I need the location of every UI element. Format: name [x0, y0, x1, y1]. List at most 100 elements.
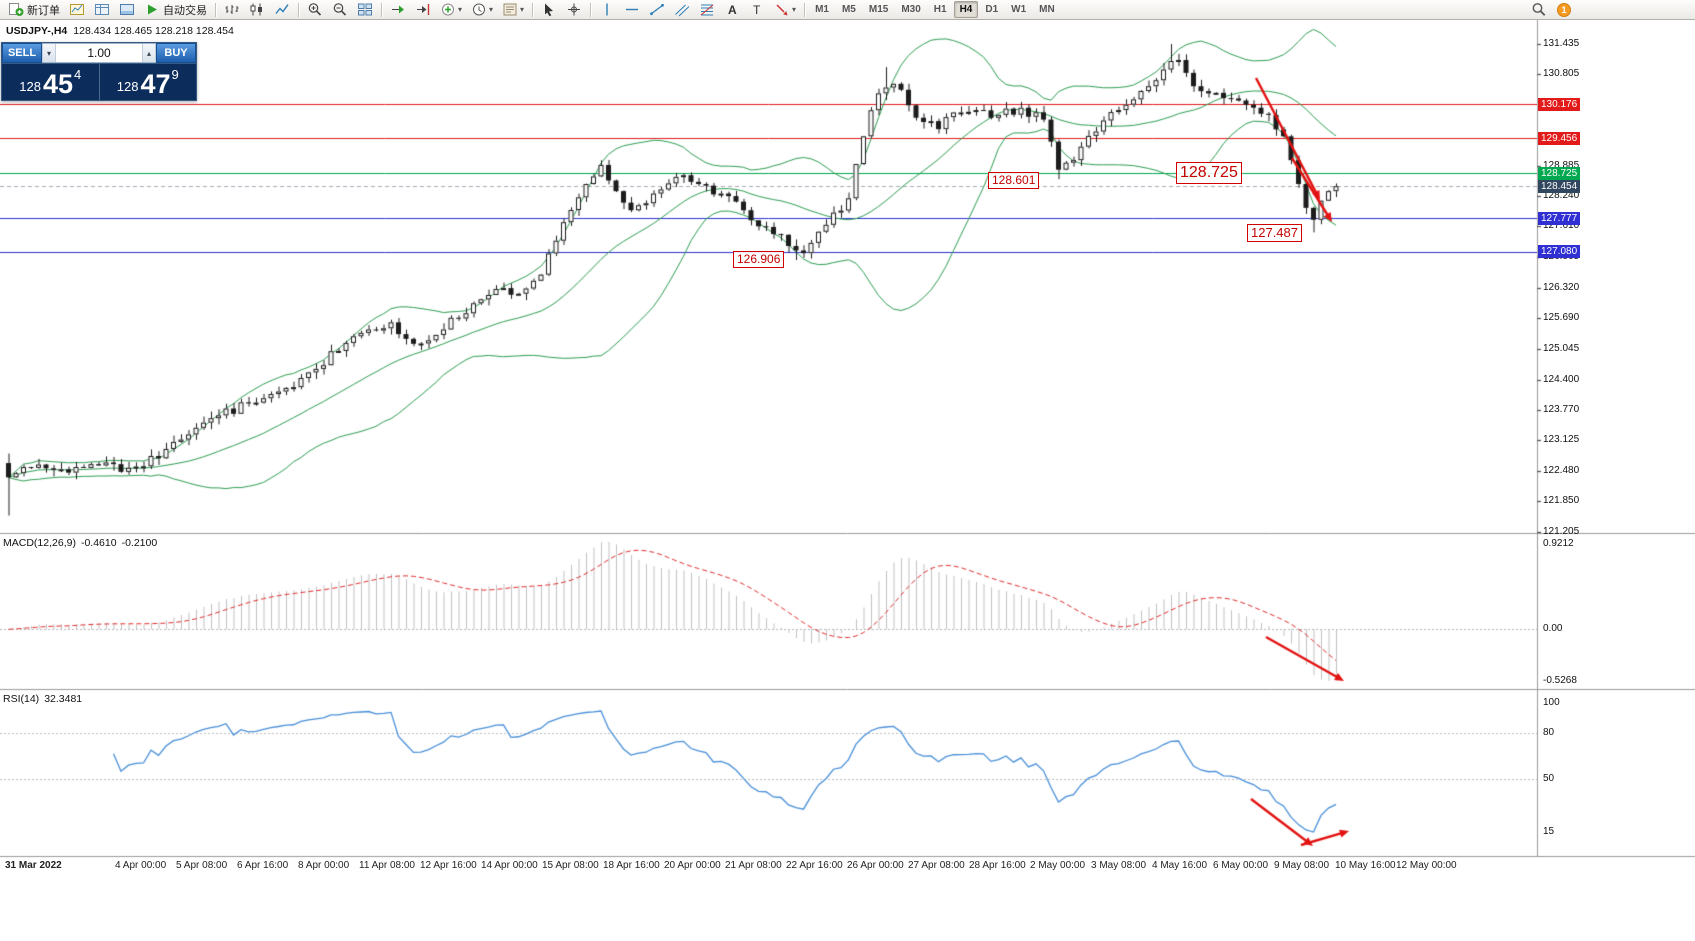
time-axis-label: 10 May 16:00: [1335, 860, 1396, 871]
timeframe-m5-button[interactable]: M5: [841, 4, 856, 15]
macd-main-value: -0.4610: [80, 537, 117, 549]
hline-icon: [624, 2, 640, 17]
rsi-panel-title: RSI(14) 32.3481: [3, 693, 87, 705]
price-tag: 127.080: [1538, 245, 1581, 259]
line-chart-button[interactable]: [270, 1, 294, 19]
price-annotation-label[interactable]: 126.906: [733, 251, 785, 268]
buy-price-prefix: 128: [116, 79, 139, 94]
horizontal-line-button[interactable]: [620, 1, 644, 19]
main-toolbar: 新订单 自动交易 ▾ ▾ ▾ A T ▾ M1 M5 M15 M30 H1 H4 D1 W1 MN 1: [0, 0, 1695, 20]
channel-button[interactable]: [670, 1, 694, 19]
timeframe-w1-button[interactable]: W1: [1011, 4, 1027, 15]
price-axis-label: 121.205: [1543, 526, 1580, 537]
vertical-line-button[interactable]: [595, 1, 619, 19]
volume-increase-button[interactable]: ▴: [142, 44, 156, 62]
terminal-button[interactable]: [115, 1, 139, 19]
rsi-value: 32.3481: [44, 693, 83, 705]
ohlc-values: 128.434 128.465 128.218 128.454: [73, 25, 234, 37]
profiles-button[interactable]: [90, 1, 114, 19]
macd-signal-value: -0.2100: [121, 537, 158, 549]
indicators-icon: [440, 2, 456, 17]
charts-button[interactable]: [65, 1, 89, 19]
volume-decrease-button[interactable]: ▾: [42, 44, 56, 62]
toolbar-separator: [532, 2, 534, 17]
sell-price[interactable]: 128 45 4: [2, 64, 100, 100]
price-tag: 129.456: [1538, 131, 1581, 145]
buy-price[interactable]: 128 47 9: [100, 64, 197, 100]
zoom-in-button[interactable]: [303, 1, 327, 19]
time-axis-label: 9 May 08:00: [1274, 860, 1330, 871]
vline-icon: [599, 2, 615, 17]
buy-price-big: 47: [140, 69, 171, 100]
price-tag: 130.176: [1538, 97, 1581, 111]
profiles-icon: [94, 2, 110, 17]
charts-icon: [69, 2, 85, 17]
trendline-icon: [649, 2, 665, 17]
toolbar-right: 1: [1527, 1, 1691, 19]
macd-axis-label: -0.5268: [1543, 675, 1577, 686]
price-annotation-label[interactable]: 128.725: [1176, 162, 1242, 184]
price-axis-label: 131.435: [1543, 38, 1580, 49]
chart-shift-button[interactable]: [411, 1, 435, 19]
timeframe-h1-button[interactable]: H1: [933, 4, 947, 15]
fibonacci-button[interactable]: [695, 1, 719, 19]
text-button[interactable]: A: [720, 1, 744, 19]
autotrading-button-label: 自动交易: [163, 4, 207, 17]
trendline-button[interactable]: [645, 1, 669, 19]
cursor-icon: [541, 2, 557, 17]
price-axis-label: 130.805: [1543, 68, 1580, 80]
arrow-tools-button[interactable]: ▾: [770, 1, 800, 19]
sell-button[interactable]: SELL: [2, 43, 42, 63]
timeframe-m1-button[interactable]: M1: [815, 4, 829, 15]
macd-axis-label: 0.9212: [1543, 538, 1574, 549]
price-axis-label: 128.240: [1543, 190, 1580, 202]
notification-badge[interactable]: 1: [1557, 2, 1571, 17]
price-annotation-label[interactable]: 127.487: [1247, 224, 1302, 243]
time-axis-label: 2 May 00:00: [1030, 860, 1086, 871]
autotrading-button[interactable]: 自动交易: [140, 1, 211, 19]
candlestick-chart-button[interactable]: [245, 1, 269, 19]
chevron-down-icon: ▾: [792, 5, 797, 14]
linechart-icon: [274, 2, 290, 17]
trade-panel-controls: SELL ▾ ▴ BUY: [2, 43, 196, 63]
sell-price-big: 45: [42, 69, 73, 100]
timeframe-m15-button[interactable]: M15: [868, 4, 889, 15]
auto-scroll-button[interactable]: [386, 1, 410, 19]
rsi-axis-label: 80: [1543, 727, 1555, 739]
chart-title: USDJPY-,H4 128.434 128.465 128.218 128.45…: [6, 25, 234, 37]
text-label-button[interactable]: T: [745, 1, 769, 19]
timeframe-m30-button[interactable]: M30: [901, 4, 921, 15]
chevron-down-icon: ▾: [489, 5, 494, 14]
time-axis-label: 6 May 00:00: [1213, 860, 1269, 871]
time-axis-label: 22 Apr 16:00: [786, 860, 843, 871]
buy-price-sup: 9: [171, 67, 179, 82]
bar-chart-button[interactable]: [220, 1, 244, 19]
time-axis-label: 5 Apr 08:00: [176, 860, 228, 871]
tile-windows-button[interactable]: [353, 1, 377, 19]
search-icon: [1531, 2, 1547, 17]
price-axis-label: 123.125: [1543, 434, 1580, 446]
timeframe-d1-button[interactable]: D1: [985, 4, 999, 15]
bars-icon: [224, 2, 240, 17]
timeframe-mn-button[interactable]: MN: [1039, 4, 1055, 15]
indicators-button[interactable]: ▾: [436, 1, 466, 19]
timeframe-h4-button[interactable]: H4: [953, 1, 979, 18]
buy-button[interactable]: BUY: [156, 43, 196, 63]
search-button[interactable]: [1527, 1, 1551, 19]
templates-button[interactable]: ▾: [498, 1, 528, 19]
chevron-down-icon: ▾: [458, 5, 463, 14]
text-icon: A: [724, 2, 740, 17]
play-icon: [144, 2, 160, 17]
periods-button[interactable]: ▾: [467, 1, 497, 19]
price-axis-label: 124.400: [1543, 373, 1580, 385]
new-order-button[interactable]: 新订单: [4, 1, 64, 19]
zoom-out-button[interactable]: [328, 1, 352, 19]
cursor-button[interactable]: [537, 1, 561, 19]
volume-input[interactable]: [56, 44, 142, 62]
price-annotation-label[interactable]: 128.601: [988, 172, 1040, 189]
crosshair-button[interactable]: [562, 1, 586, 19]
time-axis-label: 3 May 08:00: [1091, 860, 1147, 871]
